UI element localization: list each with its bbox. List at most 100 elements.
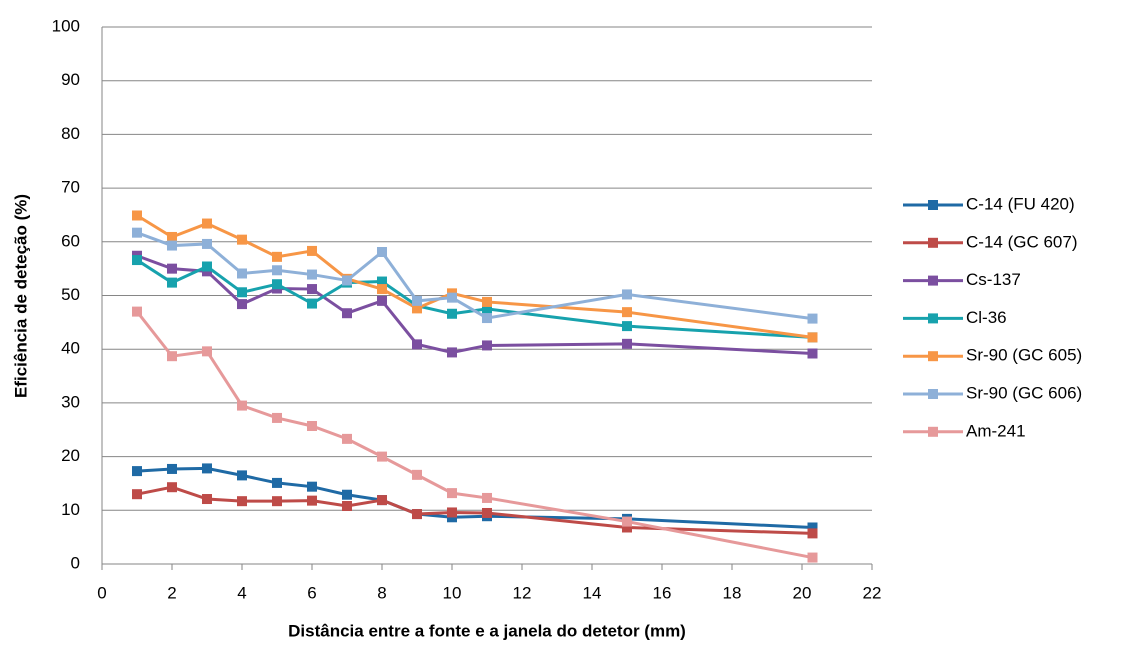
- data-point: [272, 496, 282, 507]
- data-point: [377, 276, 387, 287]
- data-point: [482, 340, 492, 351]
- legend-label: Cl-36: [966, 308, 1007, 327]
- data-point: [807, 332, 818, 343]
- data-point: [167, 277, 177, 288]
- data-point: [622, 289, 632, 300]
- data-point: [307, 269, 317, 280]
- data-point: [377, 284, 387, 295]
- y-axis-title: Eficiência de deteção (%): [11, 194, 30, 398]
- data-point: [272, 279, 282, 290]
- y-tick-label: 100: [52, 16, 80, 35]
- x-tick-label: 20: [793, 583, 812, 602]
- data-point: [377, 247, 387, 258]
- data-point: [447, 308, 457, 319]
- y-tick-label: 90: [61, 70, 80, 89]
- data-point: [237, 400, 247, 411]
- legend-label: C-14 (GC 607): [966, 232, 1077, 251]
- data-point: [342, 489, 352, 500]
- data-point: [307, 481, 317, 492]
- data-point: [167, 263, 177, 274]
- y-tick-label: 70: [61, 178, 80, 197]
- x-tick-label: 16: [653, 583, 672, 602]
- legend-label: C-14 (FU 420): [966, 194, 1075, 213]
- data-point: [377, 495, 387, 506]
- data-point: [447, 292, 457, 303]
- data-point: [307, 284, 317, 295]
- y-tick-label: 80: [61, 124, 80, 143]
- data-point: [342, 433, 352, 444]
- legend-label: Sr-90 (GC 605): [966, 346, 1082, 365]
- x-tick-label: 2: [167, 583, 176, 602]
- y-tick-label: 60: [61, 231, 80, 250]
- legend-marker: [928, 237, 938, 248]
- legend-label: Sr-90 (GC 606): [966, 383, 1082, 402]
- x-tick-label: 14: [583, 583, 602, 602]
- y-tick-label: 10: [61, 500, 80, 519]
- data-point: [307, 495, 317, 506]
- legend-label: Cs-137: [966, 270, 1021, 289]
- data-point: [342, 308, 352, 319]
- data-point: [167, 240, 177, 251]
- legend-marker: [928, 313, 938, 324]
- x-tick-label: 6: [307, 583, 316, 602]
- data-point: [447, 507, 457, 518]
- data-point: [307, 245, 317, 256]
- data-point: [377, 295, 387, 306]
- data-point: [272, 412, 282, 423]
- data-point: [622, 516, 632, 527]
- data-point: [342, 275, 352, 286]
- data-point: [622, 338, 632, 349]
- data-point: [447, 488, 457, 499]
- data-point: [202, 261, 212, 272]
- y-tick-label: 20: [61, 446, 80, 465]
- legend-marker: [928, 351, 938, 362]
- data-point: [202, 218, 212, 229]
- data-point: [807, 528, 818, 539]
- data-point: [132, 227, 142, 238]
- x-tick-label: 12: [513, 583, 532, 602]
- data-point: [307, 298, 317, 309]
- legend-marker: [928, 275, 938, 286]
- data-point: [807, 348, 818, 359]
- y-tick-label: 0: [71, 553, 80, 572]
- x-tick-label: 0: [97, 583, 106, 602]
- legend-marker: [928, 426, 938, 437]
- data-point: [202, 238, 212, 249]
- legend-label: Am-241: [966, 421, 1026, 440]
- data-point: [202, 494, 212, 505]
- data-point: [412, 295, 422, 306]
- data-point: [237, 470, 247, 481]
- y-tick-label: 40: [61, 339, 80, 358]
- data-point: [482, 507, 492, 518]
- legend-marker: [928, 389, 938, 399]
- y-tick-label: 50: [61, 285, 80, 304]
- data-point: [132, 255, 142, 266]
- data-point: [272, 265, 282, 276]
- data-point: [807, 522, 818, 533]
- data-point: [447, 347, 457, 358]
- data-point: [307, 420, 317, 431]
- data-point: [807, 552, 818, 563]
- data-point: [132, 210, 142, 221]
- x-tick-label: 8: [377, 583, 386, 602]
- data-point: [167, 351, 177, 362]
- data-point: [412, 469, 422, 480]
- legend-marker: [928, 200, 938, 210]
- y-tick-label: 30: [61, 392, 80, 411]
- data-point: [482, 296, 492, 307]
- data-point: [132, 489, 142, 500]
- data-point: [237, 496, 247, 507]
- data-point: [377, 451, 387, 462]
- data-point: [237, 268, 247, 279]
- x-tick-label: 18: [723, 583, 742, 602]
- data-point: [202, 346, 212, 357]
- data-point: [132, 306, 142, 317]
- x-tick-label: 4: [237, 583, 246, 602]
- data-point: [167, 463, 177, 474]
- data-point: [342, 501, 352, 512]
- data-point: [807, 313, 818, 324]
- data-point: [412, 303, 422, 314]
- data-point: [622, 307, 632, 318]
- data-point: [237, 299, 247, 310]
- data-point: [202, 463, 212, 474]
